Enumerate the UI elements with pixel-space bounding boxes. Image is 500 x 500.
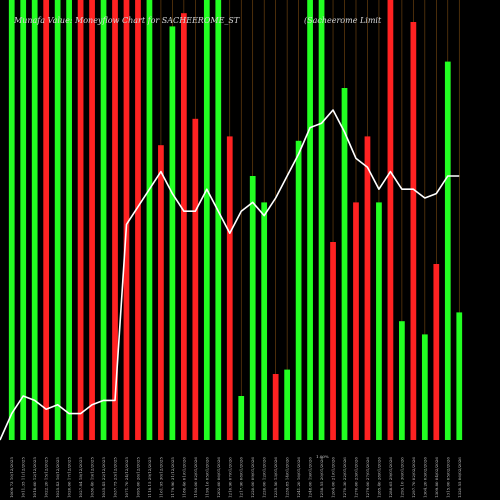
bar-14	[158, 145, 164, 440]
x-tick-label: 1297.70 02/02/2026	[411, 457, 416, 498]
x-tick-label: 1186.46 01/01/2026	[181, 457, 186, 498]
x-tick-label: 1304.20 03/02/2026	[422, 457, 427, 498]
x-tick-label: 1241.20 16/01/2026	[296, 457, 301, 498]
bar-9	[100, 0, 107, 440]
x-tick-label: 1217.90 08/01/2026	[239, 457, 244, 498]
bar-8	[89, 0, 95, 440]
x-tick-label: 1022.20 15/12/2025	[44, 457, 49, 498]
bar-15	[169, 26, 176, 441]
bar-35	[399, 321, 405, 440]
x-tick-label: 1202.60 06/01/2026	[216, 457, 221, 498]
x-tick-label: 1226.00 12/01/2026	[262, 457, 267, 498]
x-tick-label: 1009.73 10/12/2025	[9, 457, 14, 498]
chart-title-left: Munafa Value: Moneyflow Chart for SACHEE…	[13, 16, 240, 25]
bar-6	[66, 0, 72, 440]
bar-19	[215, 0, 222, 440]
x-tick-label: 1264.00 21/01/2026	[331, 457, 336, 498]
x-tick-label: 1285.40 28/01/2026	[376, 457, 381, 498]
x-tick-label: 1279.00 27/01/2026	[365, 457, 370, 498]
bar-4	[43, 0, 50, 440]
x-tick-label: 1161.95 30/12/2025	[158, 457, 163, 498]
bar-38	[433, 264, 440, 440]
bar-1	[8, 0, 15, 440]
bar-10	[112, 0, 118, 440]
x-tick-label: 1239.85 14/01/2026	[285, 457, 290, 498]
x-tick-label: 1248.00 19/01/2026	[308, 457, 313, 498]
bar-16	[180, 13, 187, 440]
bar-28	[318, 0, 325, 440]
bar-31	[353, 202, 359, 440]
x-tick-label: 1210.90 07/01/2026	[227, 457, 232, 498]
bar-series	[8, 0, 463, 441]
bar-18	[203, 0, 210, 440]
bar-25	[284, 369, 291, 440]
bar-17	[192, 118, 199, 441]
x-tick-label: 1220.00 09/01/2026	[250, 457, 255, 498]
bar-5	[54, 0, 61, 440]
x-tick-label: 1071.70 24/12/2025	[124, 457, 129, 498]
x-tick-label: 1095.60 26/12/2025	[135, 457, 140, 498]
x-tick-labels: 1009.73 10/12/2025 1011.35 11/12/2025 1018…	[9, 457, 462, 498]
x-tick-label: 1030.40 19/12/2025	[90, 457, 95, 498]
chart-title-right: (Sacheerome Limit	[304, 16, 382, 25]
bar-23	[261, 202, 268, 440]
x-tick-label: 1035.45 22/12/2025	[101, 457, 106, 498]
bar-39	[444, 61, 451, 440]
x-tick-label: 1235.50 13/01/2026	[273, 457, 278, 498]
bar-3	[31, 0, 38, 440]
bar-37	[421, 334, 428, 440]
bar-13	[146, 0, 153, 440]
x-tick-label: 1320.55 06/02/2026	[457, 457, 462, 498]
bar-11	[123, 0, 130, 440]
bar-12	[135, 0, 141, 440]
x-tick-label: 1026.66 17/12/2025	[67, 457, 72, 498]
x-tick-label: 1037.75 23/12/2025	[113, 457, 118, 498]
bar-32	[364, 136, 371, 440]
x-tick-label: 1199.16 05/01/2026	[204, 457, 209, 498]
x-tick-label: 1315.00 05/02/2026	[445, 457, 450, 498]
bar-40	[456, 312, 463, 440]
line-series	[0, 109, 460, 441]
x-tick-label: 1276.60 23/01/2026	[353, 457, 358, 498]
bar-26	[295, 140, 302, 441]
x-tick-label: 1309.80 04/02/2026	[434, 457, 439, 498]
x-tick-label: 1293.10 30/01/2026	[399, 457, 404, 498]
extra-label: 1.00%	[316, 454, 329, 459]
x-tick-label: 1288.65 29/01/2026	[388, 457, 393, 498]
x-tick-label: 1118.15 29/12/2025	[147, 457, 152, 498]
bar-34	[387, 0, 394, 440]
bar-36	[410, 22, 417, 440]
x-tick-label: 1270.30 22/01/2026	[342, 457, 347, 498]
x-tick-label: 1027.84 18/12/2025	[78, 457, 83, 498]
bar-2	[20, 0, 27, 440]
bar-27	[307, 0, 313, 440]
bar-30	[341, 88, 348, 440]
x-tick-label: 1179.90 31/12/2025	[170, 457, 175, 498]
bar-24	[272, 374, 279, 440]
moneyflow-line	[0, 109, 460, 441]
bar-22	[249, 176, 256, 440]
bar-21	[238, 396, 245, 440]
bar-29	[330, 242, 336, 440]
x-tick-label: 1025.43 16/12/2025	[55, 457, 60, 498]
x-tick-label: 1018.60 12/12/2025	[32, 457, 37, 498]
bar-20	[226, 136, 233, 440]
bar-33	[376, 202, 382, 440]
x-tick-label: 1193.00 02/01/2026	[193, 457, 198, 498]
x-tick-label: 1011.35 11/12/2025	[21, 457, 26, 498]
x-tick-label: 1258.55 20/01/2026	[319, 457, 324, 498]
bar-7	[77, 0, 84, 440]
